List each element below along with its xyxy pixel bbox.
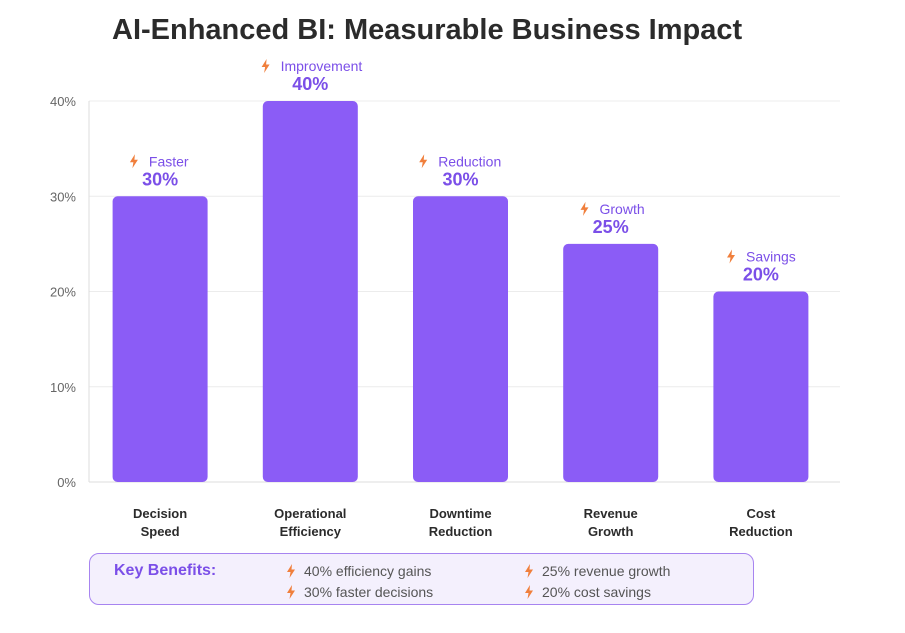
benefit-text: 25% revenue growth <box>542 563 671 579</box>
lightning-icon <box>524 585 534 599</box>
y-tick-label: 30% <box>50 189 76 204</box>
y-tick-label: 10% <box>50 380 76 395</box>
benefit-text: 30% faster decisions <box>304 584 434 600</box>
x-tick-label: Growth <box>588 524 634 539</box>
benefit-item: 25% revenue growth <box>524 563 670 579</box>
bar-annotation: Faster <box>149 153 189 169</box>
data-label: 20% <box>743 265 779 285</box>
data-label: 30% <box>142 169 178 189</box>
bar-chart: 0%10%20%30%40%30%FasterDecisionSpeed40%I… <box>50 58 840 539</box>
x-tick-label: Reduction <box>429 524 493 539</box>
chart-title: AI-Enhanced BI: Measurable Business Impa… <box>112 14 743 46</box>
lightning-icon <box>419 154 428 169</box>
bar <box>563 243 659 482</box>
lightning-icon <box>580 201 589 216</box>
bar-annotation: Reduction <box>438 153 501 169</box>
bar <box>713 291 809 482</box>
benefit-item: 40% efficiency gains <box>286 563 431 579</box>
x-tick-label: Cost <box>746 506 776 521</box>
bar-annotation: Improvement <box>281 58 363 74</box>
bar <box>413 196 508 482</box>
y-tick-label: 40% <box>50 94 76 109</box>
x-tick-label: Downtime <box>429 506 491 521</box>
x-tick-label: Revenue <box>584 506 638 521</box>
lightning-icon <box>286 585 296 599</box>
bar-annotation: Growth <box>600 201 645 217</box>
x-tick-label: Efficiency <box>280 524 342 539</box>
data-label: 30% <box>442 169 478 189</box>
lightning-icon <box>261 59 270 73</box>
data-label: 25% <box>593 217 629 237</box>
benefit-text: 20% cost savings <box>542 584 651 600</box>
bar <box>112 196 208 482</box>
x-tick-label: Reduction <box>729 524 793 539</box>
y-tick-label: 0% <box>57 475 76 490</box>
key-benefits-box: Key Benefits: 40% efficiency gains 25% r… <box>89 553 754 605</box>
x-tick-label: Decision <box>133 506 187 521</box>
x-tick-label: Speed <box>141 524 180 539</box>
data-label: 40% <box>292 74 328 94</box>
benefit-item: 20% cost savings <box>524 584 651 600</box>
lightning-icon <box>524 564 534 578</box>
x-tick-label: Operational <box>274 506 346 521</box>
lightning-icon <box>129 154 138 169</box>
benefit-item: 30% faster decisions <box>286 584 433 600</box>
key-benefits-label: Key Benefits: <box>114 562 217 579</box>
y-tick-label: 20% <box>50 285 76 300</box>
lightning-icon <box>286 564 296 578</box>
benefit-text: 40% efficiency gains <box>304 563 432 579</box>
bar <box>262 101 358 482</box>
lightning-icon <box>727 249 735 264</box>
bar-annotation: Savings <box>746 249 796 265</box>
